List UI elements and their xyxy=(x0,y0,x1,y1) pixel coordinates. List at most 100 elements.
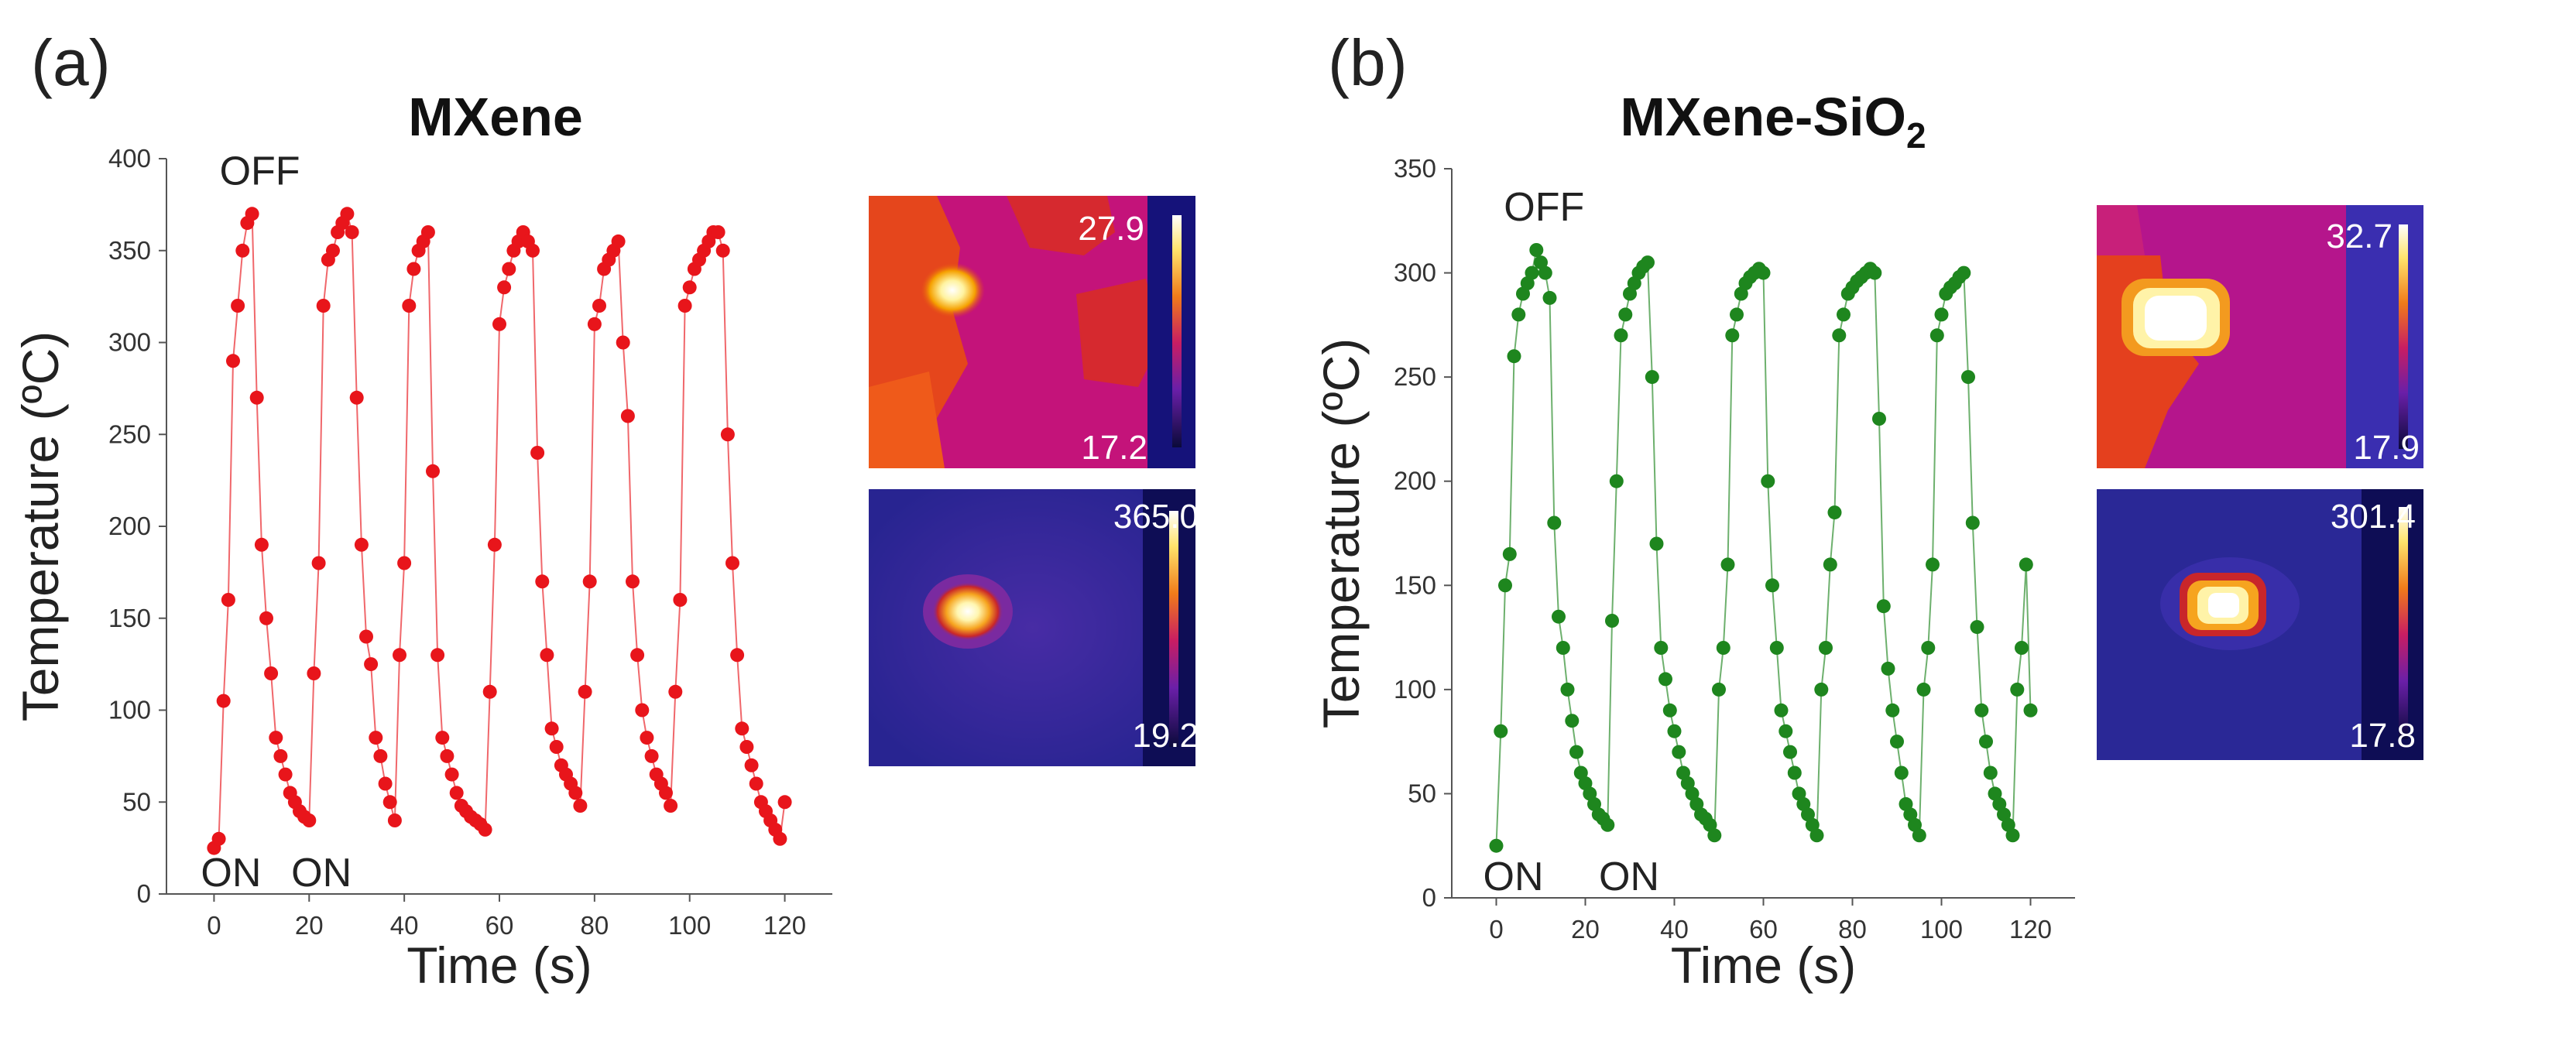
data-point xyxy=(316,299,331,313)
data-point xyxy=(744,758,759,772)
y-tick-label: 100 xyxy=(1394,675,1436,704)
data-point xyxy=(482,684,497,699)
data-point xyxy=(2010,682,2025,697)
data-point xyxy=(1801,807,1815,822)
data-point xyxy=(245,207,259,221)
data-point xyxy=(1868,265,1882,280)
x-tick-label: 0 xyxy=(207,911,221,940)
y-tick-label: 200 xyxy=(1394,467,1436,495)
data-point xyxy=(1645,370,1659,385)
y-tick-label: 250 xyxy=(1394,362,1436,391)
y-tick-label: 350 xyxy=(108,236,151,265)
thermal-mxene-on-max: 365.0 xyxy=(1113,498,1199,536)
data-point xyxy=(592,299,606,313)
thermal-sio2-off-max: 32.7 xyxy=(2326,217,2392,255)
data-point xyxy=(1974,703,1989,718)
data-point xyxy=(659,786,673,800)
x-tick-label: 60 xyxy=(485,911,514,940)
annotation-on: ON xyxy=(291,851,352,896)
data-point xyxy=(1885,703,1900,718)
data-point xyxy=(369,731,383,745)
data-point xyxy=(1814,682,1829,697)
data-point xyxy=(1725,328,1740,343)
y-tick-label: 350 xyxy=(1394,154,1436,183)
data-point xyxy=(1542,290,1557,305)
data-point xyxy=(1565,714,1580,728)
annotation-off: OFF xyxy=(1504,185,1584,230)
y-tick-label: 150 xyxy=(1394,570,1436,599)
y-tick-label: 300 xyxy=(1394,259,1436,287)
data-point xyxy=(1498,578,1512,593)
data-point xyxy=(1957,265,1971,280)
thermal-sio2-off-min: 17.9 xyxy=(2353,429,2420,467)
data-point xyxy=(2015,641,2029,655)
data-point xyxy=(406,262,421,276)
data-point xyxy=(302,813,317,827)
data-point xyxy=(1827,505,1842,520)
data-point xyxy=(549,740,564,754)
annotation-off: OFF xyxy=(220,149,300,194)
data-point xyxy=(544,721,559,736)
data-point xyxy=(616,335,630,350)
thermal-mxene-on-min: 19.2 xyxy=(1132,717,1199,755)
data-point xyxy=(1525,265,1539,280)
data-point xyxy=(1538,265,1552,280)
data-point xyxy=(231,299,245,313)
data-point xyxy=(226,354,240,368)
data-point xyxy=(1573,765,1588,780)
data-point xyxy=(1779,724,1793,738)
data-point xyxy=(1529,243,1544,257)
data-point xyxy=(1552,609,1566,624)
data-point xyxy=(530,446,545,460)
data-point xyxy=(573,799,588,813)
data-point xyxy=(1662,703,1677,718)
data-point xyxy=(535,574,550,589)
y-tick-label: 150 xyxy=(108,604,151,632)
data-point xyxy=(249,390,264,405)
data-point xyxy=(1934,307,1949,322)
data-point xyxy=(345,225,359,239)
data-point xyxy=(1783,745,1797,759)
data-point xyxy=(1961,370,1975,385)
chart-a-title: MXene xyxy=(408,87,583,147)
data-point xyxy=(1507,349,1521,364)
thermal-image-mxene-off: 27.9 17.2 xyxy=(869,196,1195,468)
thermal-sio2-on-max: 301.4 xyxy=(2331,498,2416,536)
data-point xyxy=(235,243,250,258)
data-point xyxy=(739,740,754,754)
data-point xyxy=(307,666,321,680)
y-tick-label: 0 xyxy=(137,879,151,908)
y-tick-label: 100 xyxy=(108,696,151,724)
data-point xyxy=(278,767,293,782)
data-point xyxy=(730,648,745,663)
data-point xyxy=(1792,786,1806,801)
x-tick-label: 80 xyxy=(580,911,609,940)
data-point xyxy=(273,748,288,763)
data-point xyxy=(1605,614,1619,628)
data-point xyxy=(715,243,730,258)
data-point xyxy=(1502,546,1517,561)
data-point xyxy=(435,731,450,745)
data-point xyxy=(1654,641,1669,655)
annotation-on: ON xyxy=(1599,854,1659,899)
data-point xyxy=(1720,557,1735,572)
x-tick-label: 40 xyxy=(1660,915,1689,944)
data-point xyxy=(354,537,369,552)
data-point xyxy=(777,795,792,810)
data-point xyxy=(497,280,512,295)
data-point xyxy=(478,822,492,837)
data-point xyxy=(402,299,417,313)
data-point xyxy=(1623,286,1637,301)
data-point xyxy=(1769,641,1784,655)
data-point xyxy=(1970,620,1984,635)
data-point xyxy=(677,299,692,313)
data-point xyxy=(311,556,326,570)
x-tick-label: 120 xyxy=(2009,915,2052,944)
data-point xyxy=(444,767,459,782)
data-point xyxy=(1707,828,1722,843)
y-tick-label: 50 xyxy=(122,787,151,816)
data-point xyxy=(502,262,516,276)
data-point xyxy=(1908,817,1922,832)
data-point xyxy=(1641,255,1655,270)
data-point xyxy=(1837,307,1851,322)
